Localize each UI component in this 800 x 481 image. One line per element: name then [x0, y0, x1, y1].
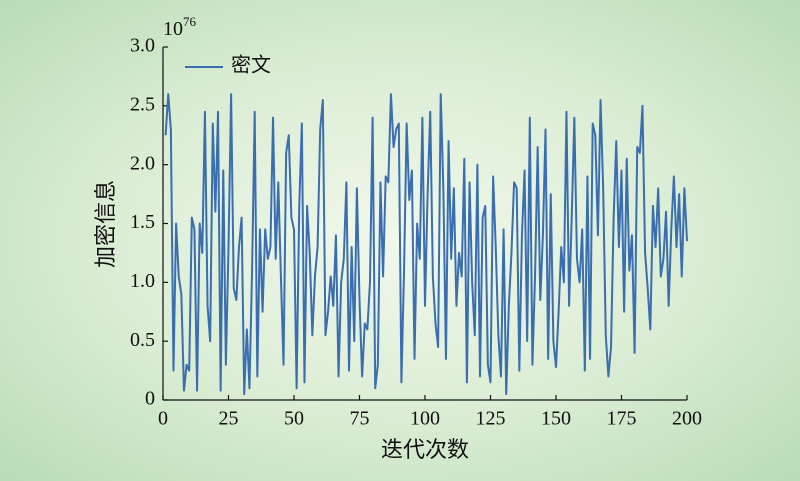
- multiplier-exponent: 76: [183, 14, 197, 29]
- y-tick-label: 3.0: [130, 35, 155, 57]
- x-tick-label: 150: [541, 408, 571, 430]
- y-axis-label: 加密信息: [93, 180, 118, 268]
- y-multiplier: 1076: [163, 14, 197, 40]
- x-tick-label: 100: [410, 408, 440, 430]
- y-tick-label: 2.5: [130, 93, 155, 115]
- x-tick-label: 0: [158, 408, 168, 430]
- y-tick-label: 1.5: [130, 211, 155, 233]
- y-tick-label: 1.0: [130, 270, 155, 292]
- x-tick-label: 75: [350, 408, 370, 430]
- legend-label: 密文: [231, 54, 271, 77]
- y-tick-label: 0: [145, 388, 155, 410]
- x-tick-label: 125: [476, 408, 506, 430]
- y-tick-label: 0.5: [130, 329, 155, 351]
- x-tick-label: 50: [284, 408, 304, 430]
- multiplier-base: 10: [163, 18, 183, 40]
- x-tick-label: 200: [672, 408, 702, 430]
- data-line: [164, 93, 688, 396]
- x-tick-label: 25: [219, 408, 239, 430]
- y-tick-label: 2.0: [130, 152, 155, 174]
- x-axis-label: 迭代次数: [381, 437, 469, 462]
- x-tick-label: 175: [607, 408, 637, 430]
